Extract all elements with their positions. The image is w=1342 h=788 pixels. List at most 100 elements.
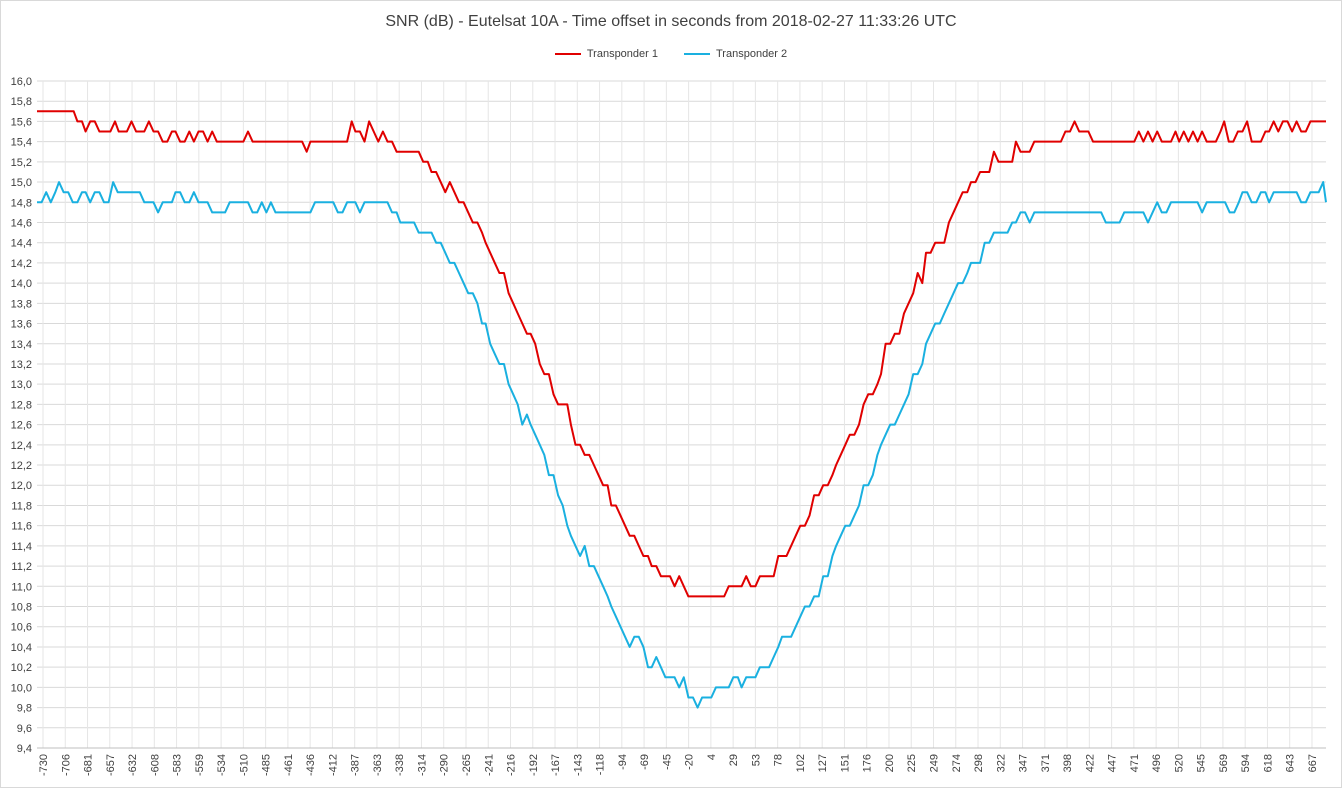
y-tick-label: 13,8 (11, 298, 32, 310)
x-tick-label: 176 (862, 754, 874, 772)
x-tick-label: 29 (728, 754, 740, 766)
x-tick-label: 78 (773, 754, 785, 766)
y-tick-label: 12,2 (11, 460, 32, 472)
y-axis-ticks: 9,4 9,6 9,8 10,0 10,2 10,4 10,6 10,8 11,0 11,2 11,… (11, 76, 32, 755)
legend: Transponder 1 Transponder 2 (0, 48, 1342, 60)
series-line-transponder-2 (37, 181, 1327, 709)
x-tick-label: -290 (439, 754, 451, 776)
x-tick-label: -167 (550, 754, 562, 776)
x-tick-label: 496 (1151, 754, 1163, 772)
x-tick-label: -387 (350, 754, 362, 776)
legend-label-transponder-2: Transponder 2 (716, 48, 788, 60)
x-tick-label: -706 (60, 754, 72, 776)
x-tick-label: -412 (327, 754, 339, 776)
x-tick-label: -118 (595, 754, 607, 775)
x-tick-label: 667 (1307, 754, 1319, 772)
x-tick-label: 53 (750, 754, 762, 766)
y-tick-label: 11,2 (11, 561, 32, 573)
x-tick-label: -94 (617, 754, 629, 770)
x-tick-label: -314 (416, 754, 428, 776)
y-tick-label: 11,0 (11, 581, 32, 593)
grid (37, 80, 1326, 749)
x-tick-label: -143 (572, 754, 584, 776)
x-tick-label: 225 (906, 754, 918, 772)
y-tick-label: 14,8 (11, 197, 32, 209)
y-tick-label: 13,0 (11, 379, 32, 391)
legend-swatch-transponder-2 (684, 53, 710, 55)
legend-label-transponder-1: Transponder 1 (586, 48, 658, 60)
x-tick-label: -510 (238, 754, 250, 776)
x-tick-label: 422 (1084, 754, 1096, 772)
y-tick-label: 12,0 (11, 480, 32, 492)
x-tick-label: -241 (483, 754, 495, 776)
y-tick-label: 9,4 (17, 743, 32, 755)
legend-swatch-transponder-1 (554, 53, 581, 55)
y-tick-label: 13,2 (11, 359, 32, 371)
y-tick-label: 15,2 (11, 157, 32, 169)
series (37, 110, 1327, 709)
x-tick-label: -583 (172, 754, 184, 776)
x-tick-label: 322 (995, 754, 1007, 772)
y-tick-label: 10,6 (11, 622, 32, 634)
x-tick-label: -681 (83, 754, 95, 776)
y-tick-label: 14,0 (11, 278, 32, 290)
legend-item-transponder-1: Transponder 1 (554, 48, 658, 60)
x-tick-label: -192 (528, 754, 540, 776)
x-tick-label: -20 (684, 754, 696, 770)
x-tick-label: -436 (305, 754, 317, 776)
x-tick-label: -363 (372, 754, 384, 776)
x-tick-label: 151 (839, 754, 851, 772)
x-tick-label: 471 (1129, 754, 1141, 772)
x-tick-label: 298 (973, 754, 985, 772)
y-tick-label: 16,0 (11, 76, 32, 88)
series-line-transponder-1 (37, 110, 1326, 598)
y-tick-label: 11,6 (11, 521, 32, 533)
legend-item-transponder-2: Transponder 2 (684, 48, 787, 60)
y-tick-label: 13,6 (11, 319, 32, 331)
x-tick-label: 200 (884, 754, 896, 772)
y-tick-label: 15,4 (11, 137, 32, 149)
y-tick-label: 14,2 (11, 258, 32, 270)
y-tick-label: 12,8 (11, 399, 32, 411)
x-tick-label: 520 (1173, 754, 1185, 772)
x-tick-label: 127 (817, 754, 829, 772)
x-tick-label: 545 (1196, 754, 1208, 772)
x-tick-label: -657 (105, 754, 117, 776)
x-axis-ticks: -730 -706 -681 -657 -632 -608 -583 -559 -534 -510… (38, 754, 1319, 776)
y-tick-label: 14,4 (11, 238, 32, 250)
x-tick-label: -69 (639, 754, 651, 770)
x-tick-label: 249 (929, 754, 941, 772)
y-tick-label: 12,6 (11, 420, 32, 432)
x-tick-label: -265 (461, 754, 473, 776)
y-tick-label: 10,0 (11, 682, 32, 694)
x-tick-label: 371 (1040, 754, 1052, 772)
x-tick-label: -461 (283, 754, 295, 776)
x-tick-label: 398 (1062, 754, 1074, 772)
x-tick-label: 102 (795, 754, 807, 772)
x-tick-label: -216 (506, 754, 518, 776)
y-tick-label: 15,8 (11, 96, 32, 108)
x-tick-label: 274 (951, 754, 963, 772)
chart-title: SNR (dB) - Eutelsat 10A - Time offset in… (385, 13, 957, 30)
y-tick-label: 15,6 (11, 116, 32, 128)
x-tick-label: -608 (149, 754, 161, 776)
x-tick-label: 347 (1018, 754, 1030, 772)
x-tick-label: -45 (661, 754, 673, 770)
x-tick-label: 447 (1107, 754, 1119, 772)
y-tick-label: 10,2 (11, 662, 32, 674)
y-tick-label: 12,4 (11, 440, 32, 452)
y-tick-label: 10,4 (11, 642, 32, 654)
y-tick-label: 15,0 (11, 177, 32, 189)
y-tick-label: 13,4 (11, 339, 32, 351)
x-tick-label: -632 (127, 754, 139, 776)
x-tick-label: 643 (1285, 754, 1297, 772)
x-tick-label: 594 (1240, 754, 1252, 772)
x-tick-label: 4 (706, 754, 718, 760)
x-tick-label: -338 (394, 754, 406, 776)
x-tick-label: -485 (261, 754, 273, 776)
x-tick-label: -534 (216, 754, 228, 776)
y-tick-label: 14,6 (11, 217, 32, 229)
x-tick-label: 618 (1262, 754, 1274, 772)
